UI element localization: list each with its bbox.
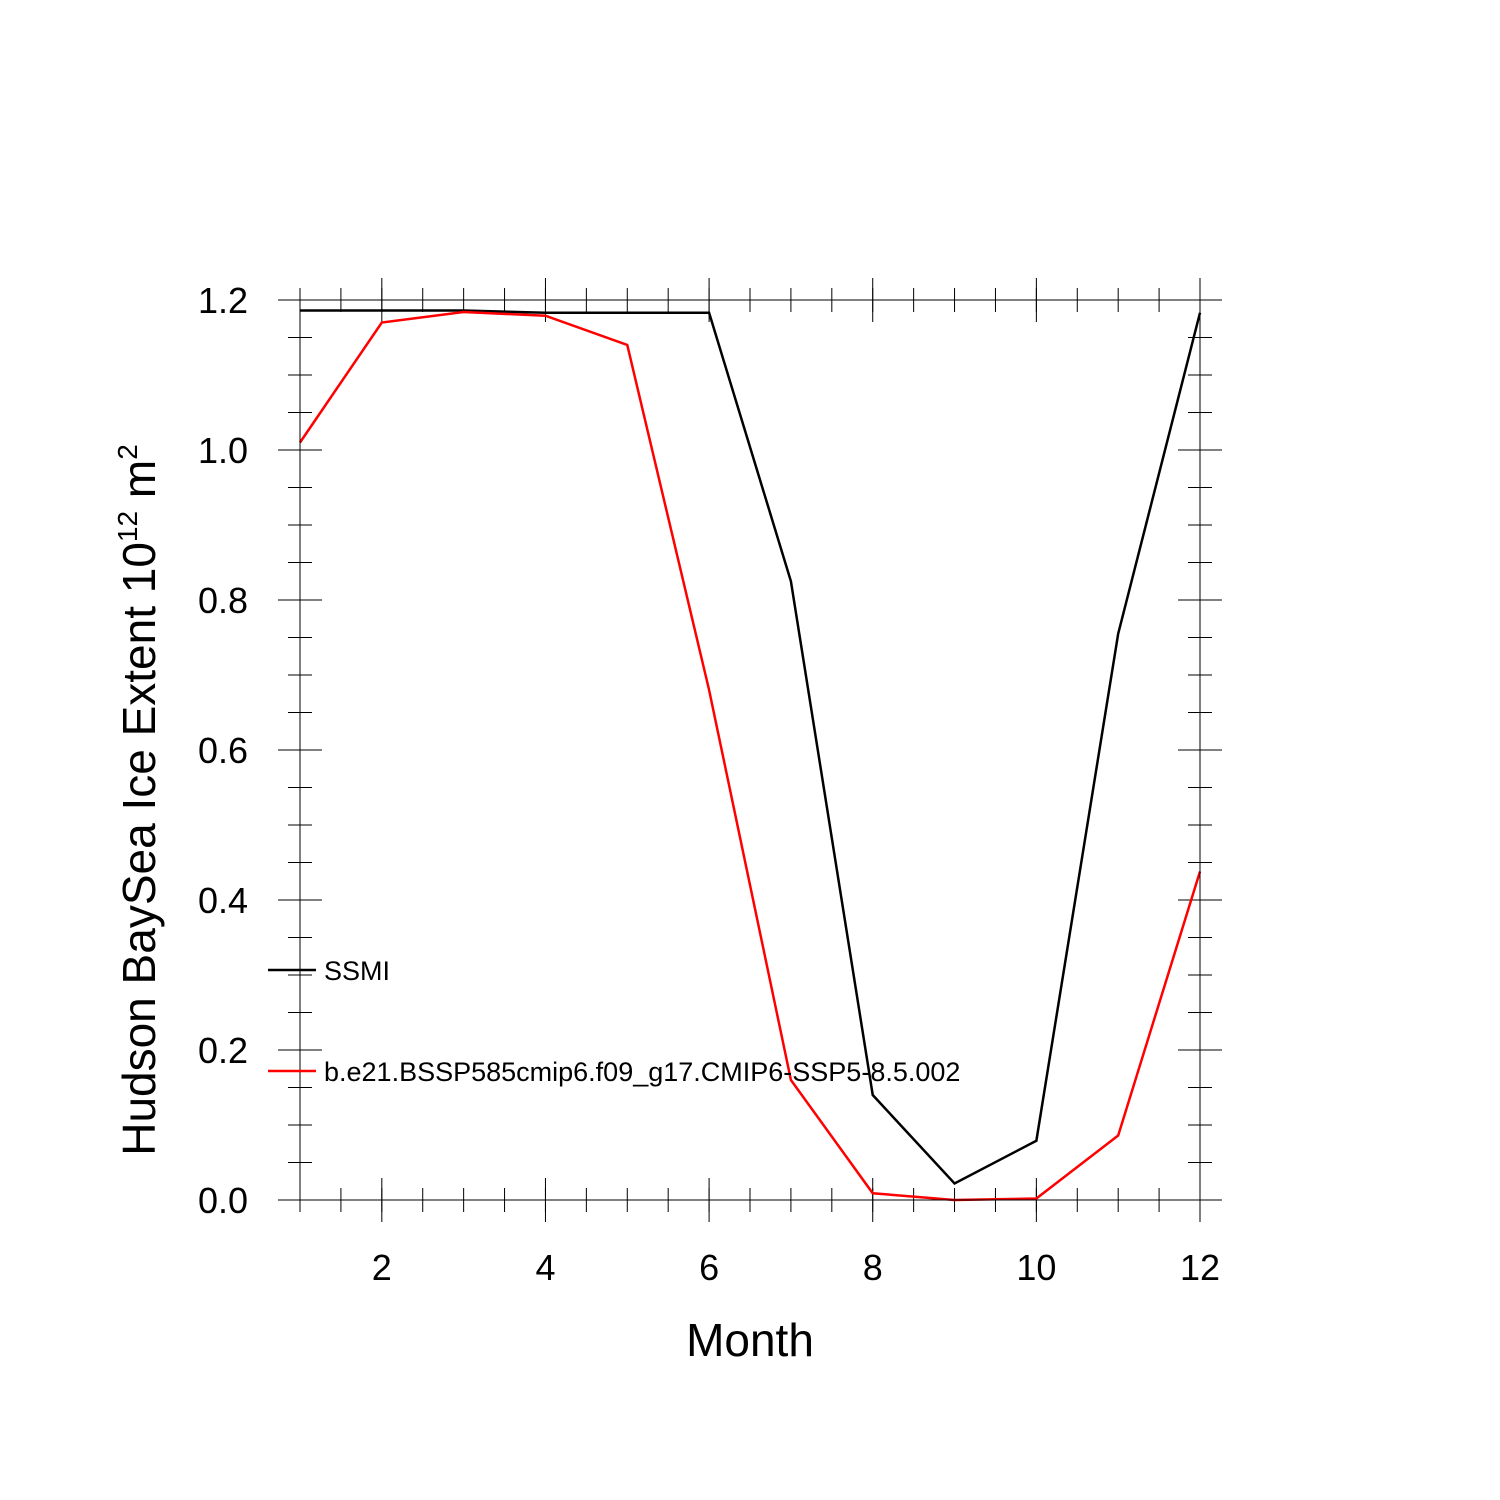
y-tick-label: 1.0: [198, 430, 248, 471]
legend: SSMI b.e21.BSSP585cmip6.f09_g17.CMIP6-SSP…: [268, 956, 960, 1087]
y-axis-title: Hudson BaySea Ice Extent 1012 m2: [112, 444, 165, 1156]
y-tick-label: 0.0: [198, 1180, 248, 1221]
legend-label-0: SSMI: [324, 956, 390, 986]
x-tick-label: 2: [372, 1247, 392, 1288]
legend-label-1: b.e21.BSSP585cmip6.f09_g17.CMIP6-SSP5-8.…: [324, 1057, 960, 1087]
plot-frame: [299, 299, 1201, 1201]
x-tick-label: 4: [535, 1247, 555, 1288]
series-line-1: [298, 310, 1202, 1202]
x-tick-label: 12: [1180, 1247, 1220, 1288]
y-tick-labels: 0.0 0.2 0.4 0.6 0.8 1.0 1.2: [198, 280, 248, 1221]
x-tick-label: 10: [1016, 1247, 1056, 1288]
y-axis-title-exponent-2: 2: [112, 444, 143, 460]
series-line-0: [300, 309, 1202, 1186]
y-axis-title-base: Hudson BaySea Ice Extent 10: [113, 542, 165, 1156]
y-axis-title-unit: m: [113, 460, 165, 511]
y-tick-label: 0.6: [198, 730, 248, 771]
y-axis-title-exponent-1: 12: [112, 511, 143, 542]
series-layer: [298, 309, 1202, 1202]
x-tick-label: 8: [863, 1247, 883, 1288]
y-tick-label: 0.4: [198, 880, 248, 921]
y-tick-label: 1.2: [198, 280, 248, 321]
x-tick-label: 6: [699, 1247, 719, 1288]
x-axis-title: Month: [686, 1314, 814, 1366]
y-tick-label: 0.8: [198, 580, 248, 621]
y-tick-label: 0.2: [198, 1030, 248, 1071]
x-tick-labels: 2 4 6 8 10 12: [372, 1247, 1220, 1288]
